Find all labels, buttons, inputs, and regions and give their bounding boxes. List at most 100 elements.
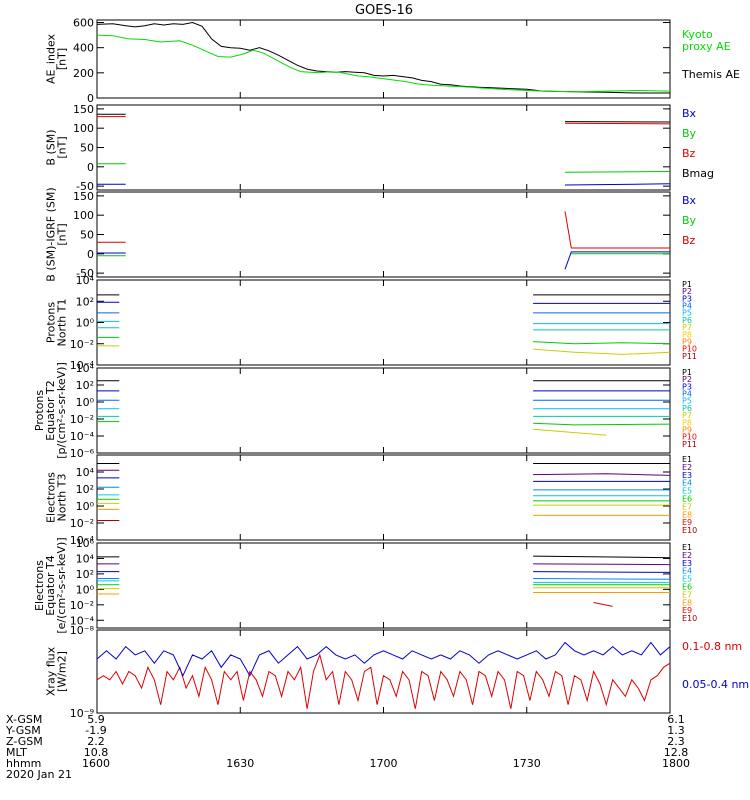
legend-entry: E1 bbox=[682, 543, 692, 552]
y-tick-label: 100 bbox=[73, 209, 94, 222]
legend-entry: P2 bbox=[682, 287, 692, 296]
legend-entry: Bmag bbox=[682, 167, 714, 180]
y-tick-label: 10⁴ bbox=[76, 274, 95, 287]
legend-entry: By bbox=[682, 214, 697, 227]
legend-entry: P11 bbox=[682, 440, 697, 449]
legend-entry: P1 bbox=[682, 280, 692, 289]
y-tick-label: -50 bbox=[76, 180, 94, 193]
legend-entry: E2 bbox=[682, 463, 692, 472]
y-tick-label: 10² bbox=[76, 483, 94, 496]
legend-entry: P10 bbox=[682, 433, 697, 442]
legend-entry: P6 bbox=[682, 316, 692, 325]
legend-entry: Kyoto bbox=[682, 28, 713, 41]
series-line-e9 bbox=[593, 602, 613, 607]
legend-entry: P8 bbox=[682, 330, 692, 339]
y-tick-label: 10² bbox=[76, 568, 94, 581]
panel-frame bbox=[96, 629, 671, 714]
y-tick-label: 10² bbox=[76, 379, 94, 392]
x-tick-label: 1730 bbox=[513, 757, 541, 770]
orbit-row-start: -1.9 bbox=[85, 724, 106, 737]
legend-entry: P4 bbox=[682, 390, 692, 399]
legend-entry: P6 bbox=[682, 404, 692, 413]
orbit-row-label: X-GSM bbox=[6, 713, 42, 726]
y-tick-label: 50 bbox=[80, 142, 94, 155]
series-line-bx bbox=[564, 251, 670, 270]
x-tick-label: 1700 bbox=[370, 757, 398, 770]
y-tick-label: 10⁻⁹ bbox=[70, 707, 94, 720]
y-tick-label: 10⁻⁴ bbox=[70, 614, 95, 627]
y-tick-label: 10⁻⁴ bbox=[70, 534, 95, 547]
orbit-row-end: 1.3 bbox=[667, 724, 685, 737]
y-tick-label: 150 bbox=[73, 190, 94, 203]
y-tick-label: 10⁻⁸ bbox=[70, 624, 95, 637]
orbit-row-end: 2.3 bbox=[667, 735, 685, 748]
series-line-p8 bbox=[533, 341, 671, 345]
series-line-bz bbox=[564, 211, 670, 249]
panel-frame bbox=[96, 104, 671, 191]
y-tick-label: 10⁰ bbox=[76, 500, 95, 513]
orbit-row-start: 10.8 bbox=[84, 746, 109, 759]
legend-entry: Themis AE bbox=[681, 68, 740, 81]
legend-entry: 0.05-0.4 nm bbox=[682, 678, 749, 691]
legend-entry: Bz bbox=[682, 234, 696, 247]
series-line-themis-ae bbox=[96, 21, 670, 94]
legend-entry: E3 bbox=[682, 559, 692, 568]
y-axis-label: Protons bbox=[45, 302, 58, 343]
orbit-row-start: 1600 bbox=[82, 757, 110, 770]
legend-entry: P11 bbox=[682, 352, 697, 361]
y-tick-label: 400 bbox=[73, 42, 94, 55]
legend-entry: E8 bbox=[682, 510, 692, 519]
panel-frame bbox=[96, 454, 671, 541]
y-axis-label: [p/(cm²-s-sr-keV)] bbox=[55, 362, 68, 459]
y-axis-label: B (SM) bbox=[45, 129, 58, 165]
y-axis-label: Equator T2 bbox=[44, 380, 57, 440]
y-tick-label: 200 bbox=[73, 67, 94, 80]
legend-entry: P9 bbox=[682, 425, 692, 434]
legend-entry: Bz bbox=[682, 147, 696, 160]
y-axis-label: Protons bbox=[33, 390, 46, 431]
orbit-row-label: hhmm bbox=[6, 757, 41, 770]
orbit-row-start: 2.2 bbox=[87, 735, 105, 748]
legend-entry: P5 bbox=[682, 309, 692, 318]
legend-entry: Bx bbox=[682, 194, 697, 207]
legend-entry: E2 bbox=[682, 551, 692, 560]
y-axis-label: [W/m2] bbox=[56, 651, 69, 692]
legend-entry: E10 bbox=[682, 526, 697, 535]
series-line-e3 bbox=[533, 571, 671, 573]
y-tick-label: 150 bbox=[73, 103, 94, 116]
orbit-row-label: Z-GSM bbox=[6, 735, 43, 748]
series-line-p8 bbox=[533, 422, 671, 426]
plot-date: 2020 Jan 21 bbox=[6, 768, 72, 781]
legend-entry: E5 bbox=[682, 575, 692, 584]
legend-entry: E7 bbox=[682, 590, 692, 599]
legend-entry: P7 bbox=[682, 323, 692, 332]
y-tick-label: 10⁶ bbox=[76, 537, 95, 550]
series-line-0-05-0-4-nm bbox=[96, 641, 671, 677]
legend-entry: E3 bbox=[682, 471, 692, 480]
legend-entry: proxy AE bbox=[682, 40, 731, 53]
panel-frame bbox=[96, 191, 671, 278]
legend-entry: P3 bbox=[682, 294, 692, 303]
legend-entry: P7 bbox=[682, 411, 692, 420]
legend-entry: P4 bbox=[682, 302, 692, 311]
panel-bdiff: -50 0 50 100 150 B (SM)-IGRF (SM)[nT] Bx By Bz bbox=[45, 187, 697, 281]
series-line-0-1-0-8-nm bbox=[96, 653, 671, 709]
series-line-by bbox=[564, 171, 671, 173]
y-tick-label: 10⁰ bbox=[76, 583, 95, 596]
plot-title: GOES-16 bbox=[355, 3, 413, 18]
y-axis-label: B (SM)-IGRF (SM) bbox=[45, 187, 58, 281]
series-line-e2 bbox=[533, 563, 671, 566]
orbit-row-start: 5.9 bbox=[87, 713, 105, 726]
orbit-row-end: 6.1 bbox=[667, 713, 685, 726]
series-line-kyoto-proxy-ae bbox=[96, 34, 671, 93]
y-axis-label: [nT] bbox=[56, 223, 69, 245]
legend-entry: E9 bbox=[682, 518, 692, 527]
y-axis-label: Electrons bbox=[33, 560, 46, 611]
legend-entry: E4 bbox=[682, 567, 692, 576]
y-tick-label: 10⁻² bbox=[70, 517, 94, 530]
legend-entry: By bbox=[682, 127, 697, 140]
y-axis-label: North T1 bbox=[56, 299, 69, 347]
